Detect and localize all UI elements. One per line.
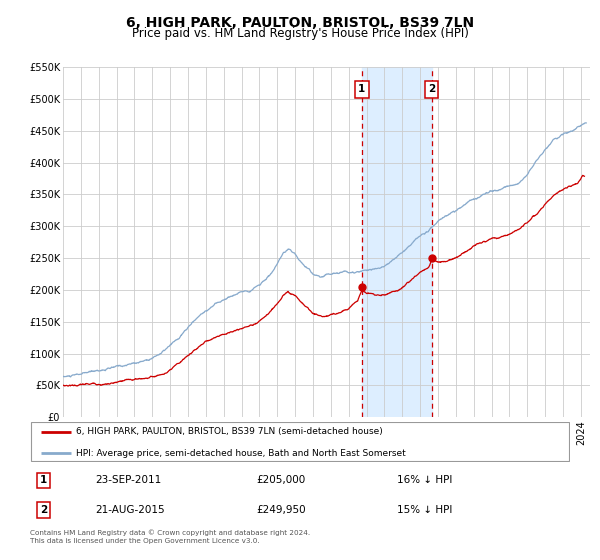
Text: 21-AUG-2015: 21-AUG-2015 <box>95 505 164 515</box>
Text: 23-SEP-2011: 23-SEP-2011 <box>95 475 161 486</box>
Text: 2: 2 <box>40 505 47 515</box>
Text: £205,000: £205,000 <box>257 475 306 486</box>
Text: 15% ↓ HPI: 15% ↓ HPI <box>397 505 452 515</box>
Text: 2: 2 <box>428 85 435 95</box>
Text: Price paid vs. HM Land Registry's House Price Index (HPI): Price paid vs. HM Land Registry's House … <box>131 27 469 40</box>
Text: 1: 1 <box>358 85 365 95</box>
Text: 6, HIGH PARK, PAULTON, BRISTOL, BS39 7LN: 6, HIGH PARK, PAULTON, BRISTOL, BS39 7LN <box>126 16 474 30</box>
Text: 16% ↓ HPI: 16% ↓ HPI <box>397 475 452 486</box>
Text: HPI: Average price, semi-detached house, Bath and North East Somerset: HPI: Average price, semi-detached house,… <box>76 449 406 458</box>
Text: 6, HIGH PARK, PAULTON, BRISTOL, BS39 7LN (semi-detached house): 6, HIGH PARK, PAULTON, BRISTOL, BS39 7LN… <box>76 427 383 436</box>
FancyBboxPatch shape <box>31 422 569 461</box>
Text: Contains HM Land Registry data © Crown copyright and database right 2024.
This d: Contains HM Land Registry data © Crown c… <box>30 529 310 544</box>
Bar <box>362 67 431 417</box>
Text: 1: 1 <box>40 475 47 486</box>
Text: £249,950: £249,950 <box>257 505 307 515</box>
